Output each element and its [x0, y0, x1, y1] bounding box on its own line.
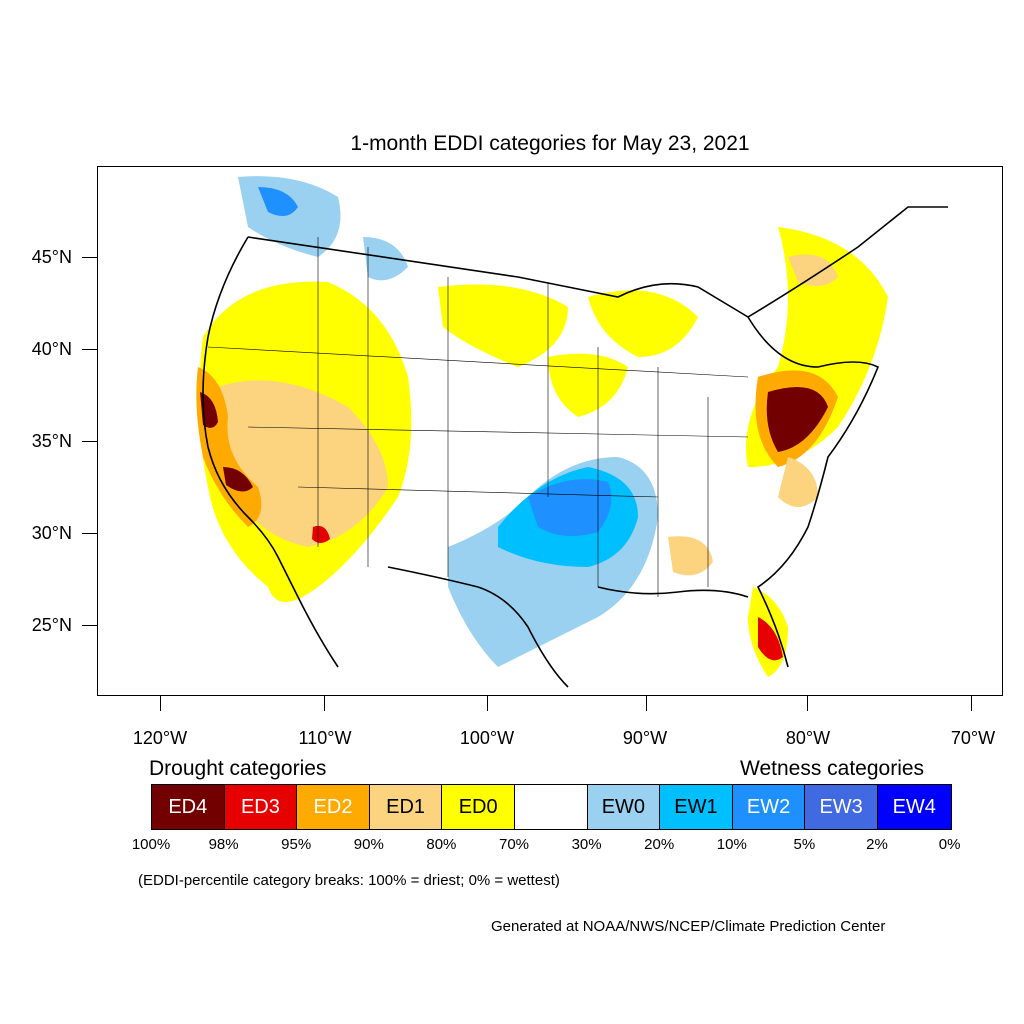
drought-categories-title: Drought categories — [149, 757, 327, 780]
lon-label-70: 70°W — [950, 728, 996, 748]
lon-label-110: 110°W — [298, 728, 352, 748]
lon-label-90: 90°W — [622, 728, 668, 748]
lon-tick — [487, 696, 488, 711]
lat-label-40: 40°N — [31, 339, 72, 359]
wetness-categories-title: Wetness categories — [740, 757, 925, 780]
lat-tick — [82, 257, 97, 258]
legend-box-ew4: EW4 — [877, 785, 951, 829]
us-eddi-map — [196, 176, 948, 688]
legend-break-label: 80% — [426, 836, 457, 853]
legend-box-ed2: ED2 — [297, 785, 370, 829]
legend-box-ew3: EW3 — [805, 785, 878, 829]
boundaries — [202, 206, 948, 688]
lon-tick — [160, 696, 161, 711]
legend-break-label: 5% — [793, 836, 816, 853]
legend-break-label: 0% — [938, 836, 961, 853]
legend-break-label: 90% — [353, 836, 384, 853]
lon-tick — [646, 696, 647, 711]
lat-label-30: 30°N — [31, 523, 72, 543]
lat-tick — [82, 625, 97, 626]
legend-box-ew0: EW0 — [587, 785, 661, 829]
legend-box-ew1: EW1 — [660, 785, 733, 829]
credit-line: Generated at NOAA/NWS/NCEP/Climate Predi… — [491, 918, 886, 935]
map-panel — [97, 166, 1003, 696]
lat-label-35: 35°N — [31, 431, 72, 451]
lon-label-100: 100°W — [459, 728, 515, 748]
legend-box-ed0: ED0 — [442, 785, 515, 829]
lat-label-45: 45°N — [31, 247, 72, 267]
lat-tick — [82, 441, 97, 442]
category-caption: (EDDI-percentile category breaks: 100% =… — [138, 872, 560, 889]
legend-break-label: 95% — [281, 836, 312, 853]
legend-box-ed3: ED3 — [224, 785, 298, 829]
lon-tick — [971, 696, 972, 711]
legend-break-label: 30% — [571, 836, 602, 853]
legend-box-neutral — [514, 785, 588, 829]
legend-break-label: 100% — [131, 836, 171, 853]
legend-break-label: 20% — [644, 836, 675, 853]
lat-label-25: 25°N — [31, 615, 72, 635]
legend-break-label: 10% — [716, 836, 747, 853]
legend-box-ed4: ED4 — [152, 785, 225, 829]
lon-tick — [324, 696, 325, 711]
map-title: 1-month EDDI categories for May 23, 2021 — [350, 132, 750, 155]
legend-break-label: 2% — [866, 836, 888, 853]
lat-tick — [82, 533, 97, 534]
lon-label-120: 120°W — [132, 728, 188, 748]
state-lines — [207, 237, 749, 597]
legend-colorbar: ED4 ED3 ED2 ED1 ED0 EW0 EW1 EW2 EW3 EW4 — [151, 784, 952, 830]
lon-tick — [807, 696, 808, 711]
legend-break-label: 98% — [208, 836, 239, 853]
lon-label-80: 80°W — [785, 728, 831, 748]
legend-box-ew2: EW2 — [732, 785, 806, 829]
legend-break-label: 70% — [498, 836, 530, 853]
legend-box-ed1: ED1 — [369, 785, 443, 829]
lat-tick — [82, 349, 97, 350]
